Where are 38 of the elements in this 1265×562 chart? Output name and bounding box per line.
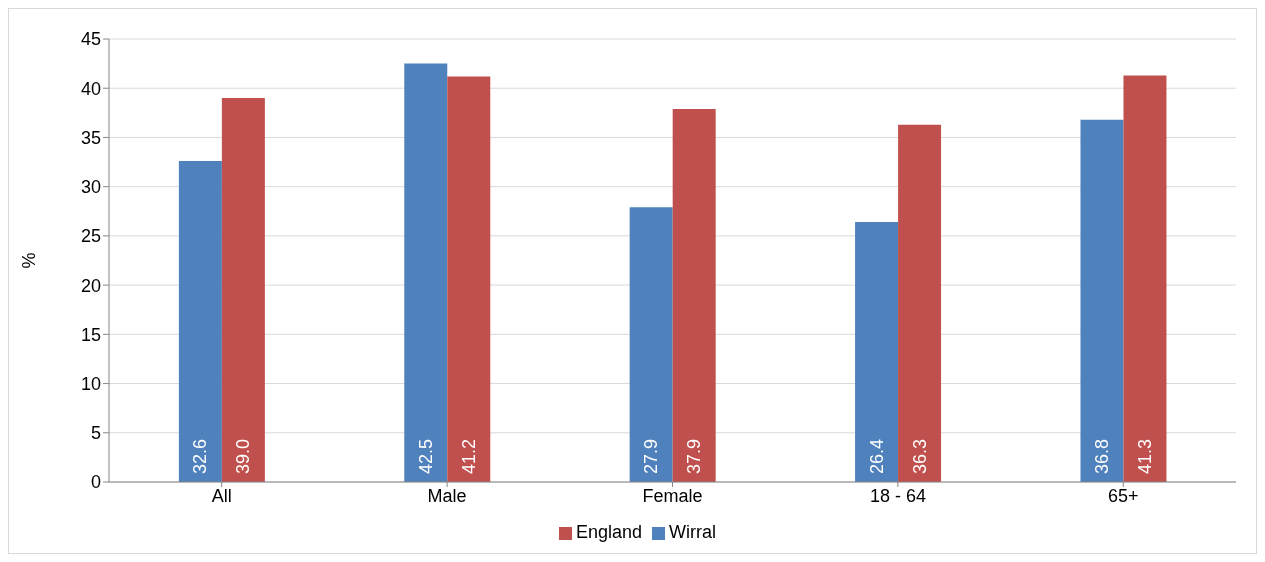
y-tick-label: 15 <box>80 324 101 345</box>
bar <box>178 161 222 482</box>
x-tick-label: Male <box>427 485 467 506</box>
y-tick-label: 20 <box>80 275 101 296</box>
y-tick-label: 0 <box>90 472 101 493</box>
x-tick-label: Female <box>642 485 703 506</box>
legend-label: England <box>575 522 643 542</box>
bar <box>672 108 716 482</box>
y-tick-label: 10 <box>80 373 101 394</box>
data-label: 41.2 <box>458 438 479 474</box>
data-label: 36.8 <box>1091 438 1112 474</box>
x-tick-label: 18 - 64 <box>869 485 926 506</box>
bar <box>447 76 491 482</box>
bar <box>629 207 673 482</box>
y-tick-label: 5 <box>90 423 101 444</box>
data-label: 42.5 <box>415 438 436 474</box>
bar <box>1123 75 1167 482</box>
data-label: 39.0 <box>233 438 254 474</box>
data-label: 32.6 <box>190 438 211 474</box>
y-tick-label: 30 <box>80 177 101 198</box>
x-tick-label: All <box>211 485 232 506</box>
data-label: 26.4 <box>866 438 887 474</box>
y-tick-label: 45 <box>80 29 101 50</box>
bar <box>855 222 899 482</box>
y-axis-title: % <box>19 252 40 269</box>
bar <box>898 124 942 482</box>
data-label: 37.9 <box>684 438 705 474</box>
legend-label: Wirral <box>669 522 717 542</box>
y-tick-label: 25 <box>80 226 101 247</box>
bar <box>404 63 448 482</box>
x-tick-label: 65+ <box>1108 485 1139 506</box>
bar <box>1080 119 1124 482</box>
data-label: 27.9 <box>641 438 662 474</box>
y-tick-label: 40 <box>80 78 101 99</box>
data-label: 36.3 <box>909 438 930 474</box>
y-tick-label: 35 <box>80 127 101 148</box>
data-label: 41.3 <box>1134 438 1155 474</box>
bar <box>221 98 265 482</box>
